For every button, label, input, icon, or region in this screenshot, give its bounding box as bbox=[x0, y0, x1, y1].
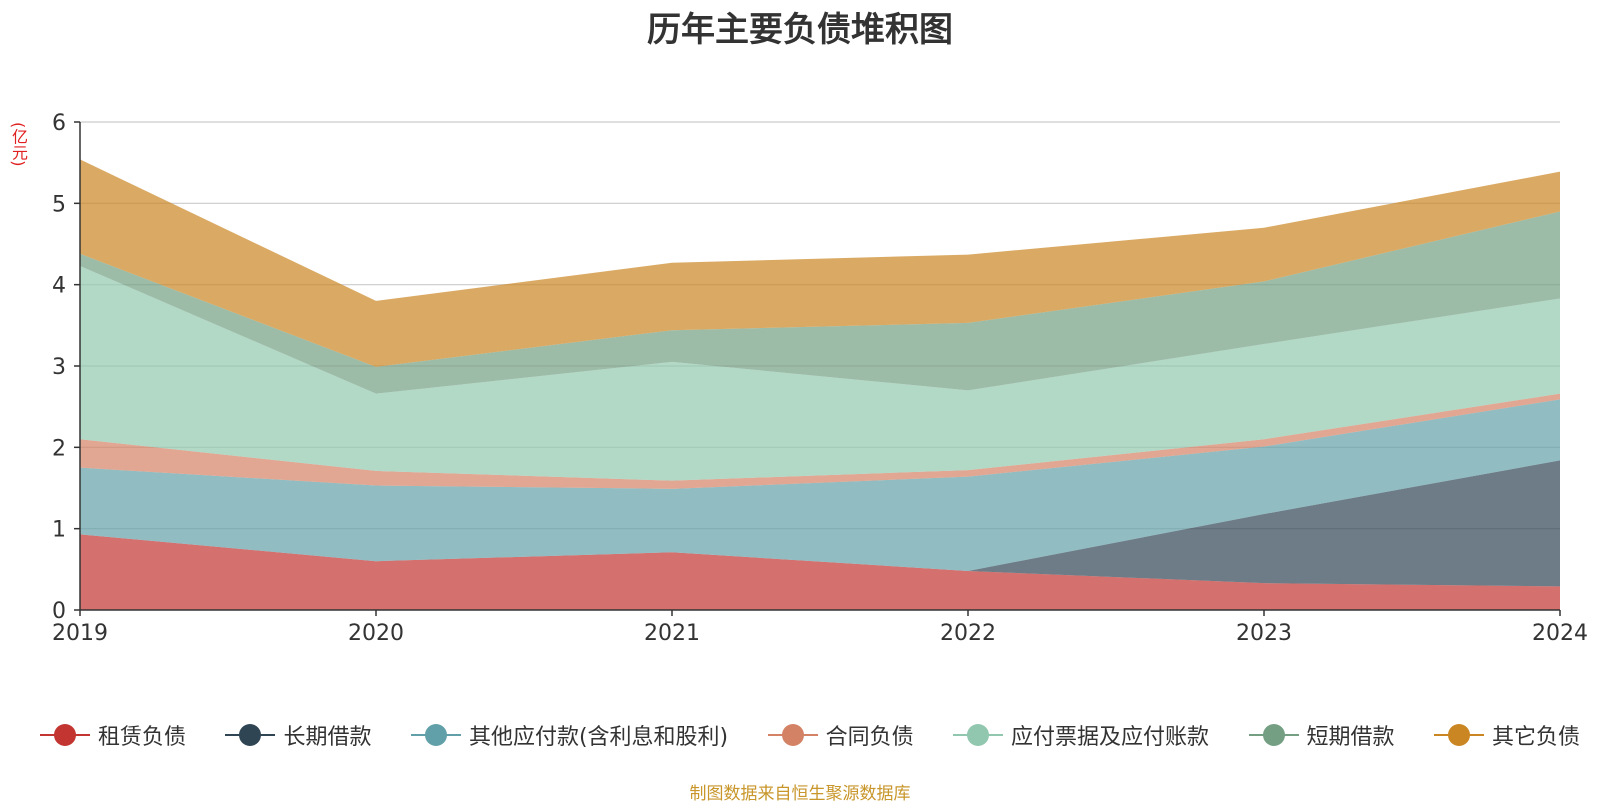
y-tick-label: 3 bbox=[52, 355, 66, 380]
x-tick-label: 2019 bbox=[52, 621, 108, 646]
legend-marker-icon bbox=[225, 724, 276, 746]
x-tick-label: 2023 bbox=[1236, 621, 1292, 646]
legend-label: 长期借款 bbox=[283, 725, 372, 750]
legend-label: 其他应付款(含利息和股利) bbox=[468, 725, 729, 750]
legend-marker-icon bbox=[767, 724, 818, 746]
legend-marker-icon bbox=[1248, 724, 1299, 746]
legend-item-3[interactable]: 其他应付款(含利息和股利) bbox=[410, 719, 729, 751]
y-tick-label: 0 bbox=[52, 599, 66, 624]
x-tick-label: 2022 bbox=[940, 621, 996, 646]
legend-item-5[interactable]: 应付票据及应付账款 bbox=[953, 719, 1209, 751]
area-series-1 bbox=[80, 534, 1560, 610]
area-series-3 bbox=[80, 399, 1560, 571]
x-tick-label: 2024 bbox=[1532, 621, 1588, 646]
legend-label: 短期借款 bbox=[1306, 725, 1395, 750]
chart-legend: 租赁负债 长期借款 其他应付款(含利息和股利) 合同负债 应付票据及应付账款 短期借款 其它… bbox=[40, 718, 1580, 752]
legend-marker-icon bbox=[410, 724, 461, 746]
legend-label: 其它负债 bbox=[1491, 725, 1580, 750]
area-series-4 bbox=[80, 393, 1560, 489]
legend-item-4[interactable]: 合同负债 bbox=[767, 719, 914, 751]
legend-item-7[interactable]: 其它负债 bbox=[1433, 719, 1580, 751]
y-axis-unit-label: (亿元) bbox=[9, 122, 28, 167]
y-tick-label: 5 bbox=[52, 192, 66, 217]
legend-label: 租赁负债 bbox=[98, 725, 187, 750]
y-tick-label: 6 bbox=[52, 111, 66, 136]
legend-label: 合同负债 bbox=[825, 725, 914, 750]
x-tick-label: 2020 bbox=[348, 621, 404, 646]
area-series-5 bbox=[80, 265, 1560, 481]
legend-item-2[interactable]: 长期借款 bbox=[225, 719, 371, 751]
x-tick-label: 2021 bbox=[644, 621, 700, 646]
legend-label: 应付票据及应付账款 bbox=[1011, 725, 1210, 750]
legend-marker-icon bbox=[1433, 724, 1484, 746]
source-note: 制图数据来自恒生聚源数据库 bbox=[689, 784, 911, 804]
area-series-7 bbox=[80, 159, 1560, 367]
area-series-2 bbox=[80, 460, 1560, 587]
y-tick-label: 4 bbox=[52, 274, 66, 299]
legend-marker-icon bbox=[953, 724, 1004, 746]
legend-item-1[interactable]: 租赁负债 bbox=[40, 719, 186, 751]
chart-title: 历年主要负债堆积图 bbox=[647, 10, 953, 50]
y-tick-label: 1 bbox=[52, 518, 66, 543]
area-series-6 bbox=[80, 211, 1560, 394]
legend-marker-icon bbox=[40, 724, 90, 746]
y-tick-label: 2 bbox=[52, 436, 66, 461]
legend-item-6[interactable]: 短期借款 bbox=[1248, 719, 1395, 751]
